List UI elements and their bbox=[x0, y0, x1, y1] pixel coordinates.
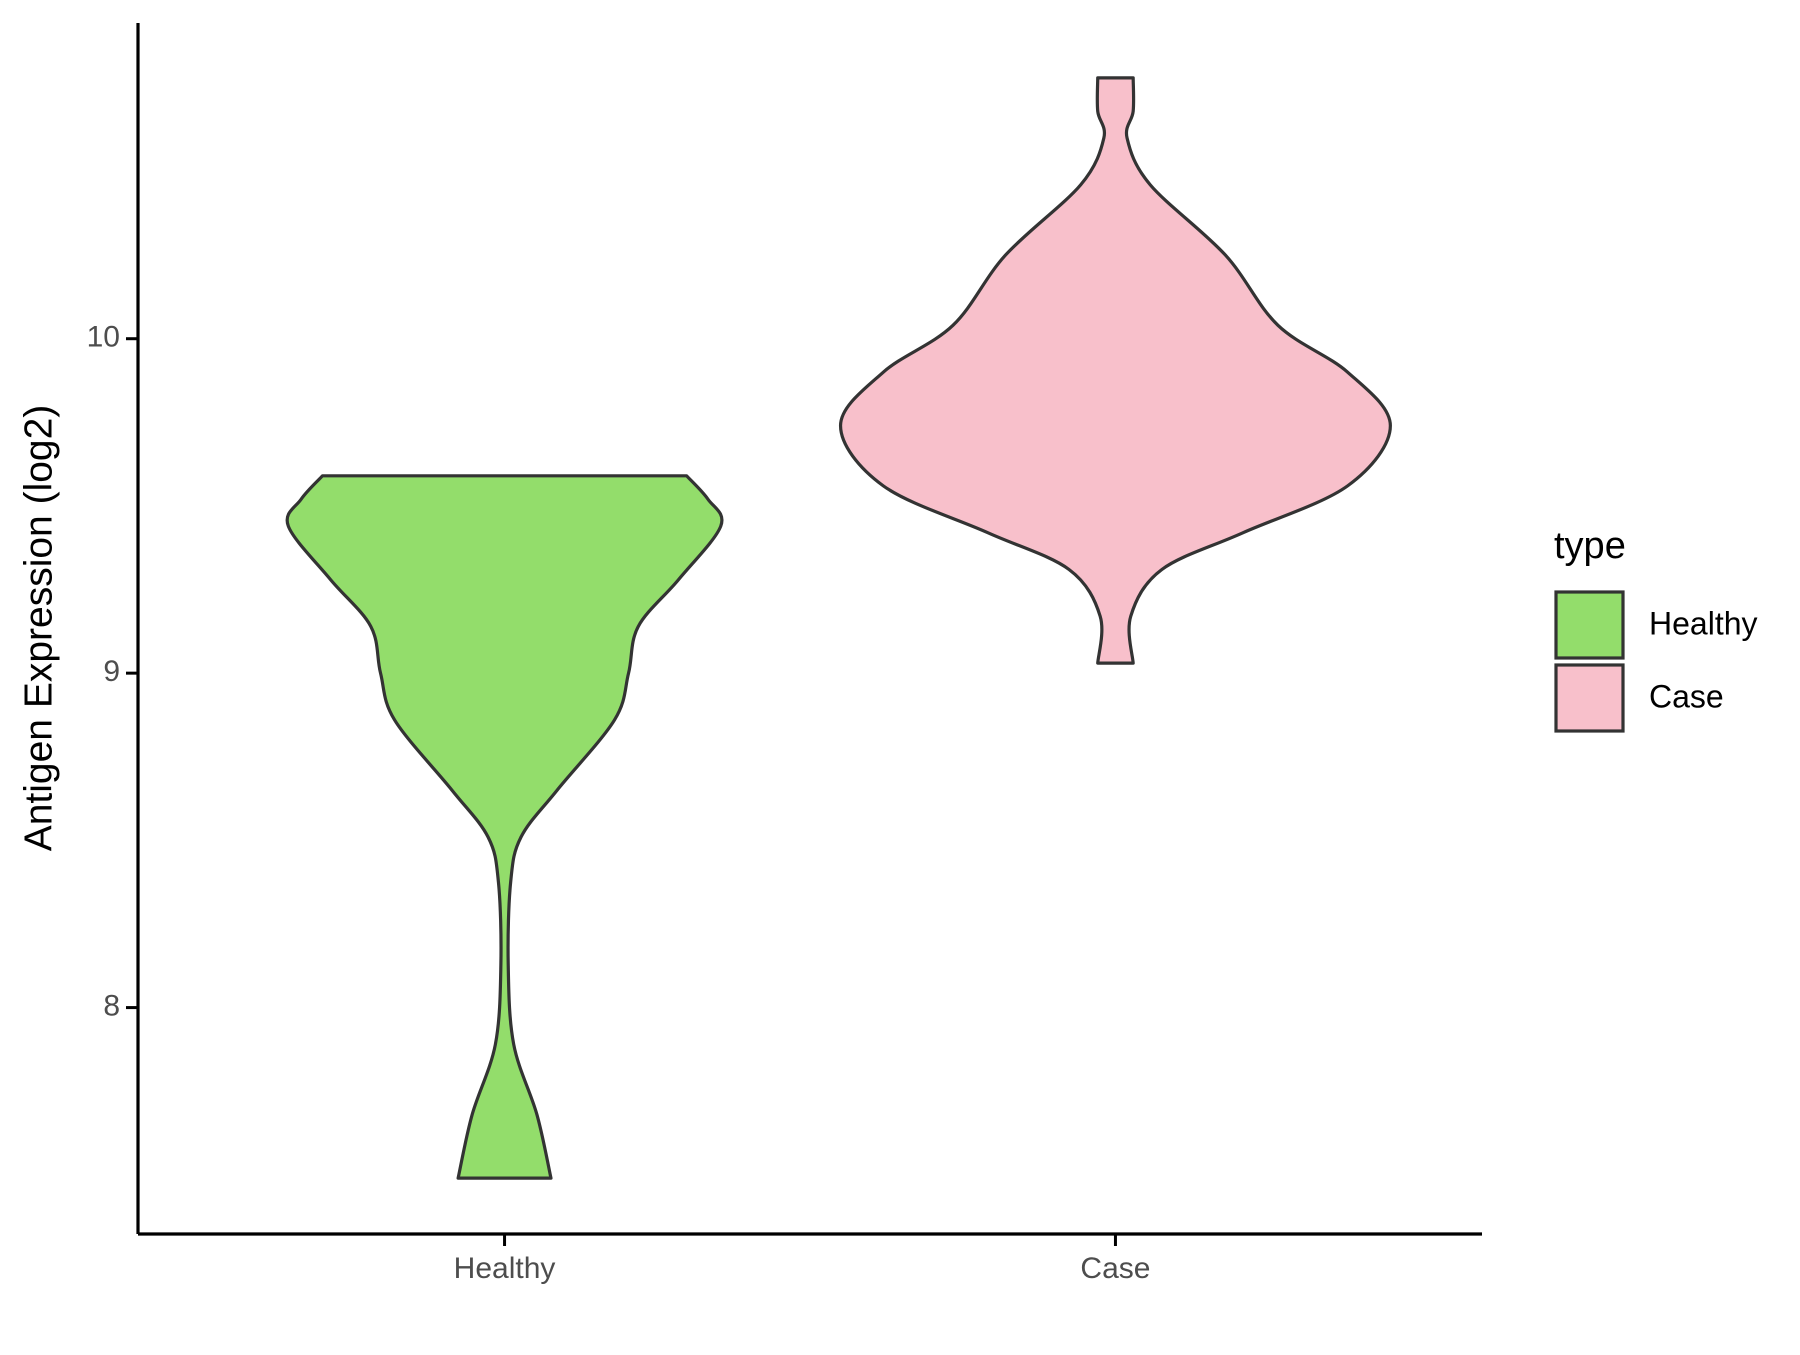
x-tick-label: Case bbox=[1080, 1252, 1150, 1285]
y-axis-title: Antigen Expression (log2) bbox=[17, 405, 60, 852]
legend-label: Healthy bbox=[1649, 605, 1758, 641]
legend-label: Case bbox=[1649, 678, 1724, 714]
y-tick-label: 9 bbox=[103, 655, 120, 688]
legend-title: type bbox=[1554, 525, 1626, 567]
violin bbox=[285, 474, 724, 1180]
x-tick-label: Healthy bbox=[454, 1252, 556, 1285]
y-tick-label: 8 bbox=[103, 990, 120, 1023]
violin bbox=[838, 76, 1392, 665]
legend-key bbox=[1554, 663, 1625, 733]
legend-key bbox=[1554, 590, 1625, 660]
y-tick-label: 10 bbox=[87, 321, 120, 354]
